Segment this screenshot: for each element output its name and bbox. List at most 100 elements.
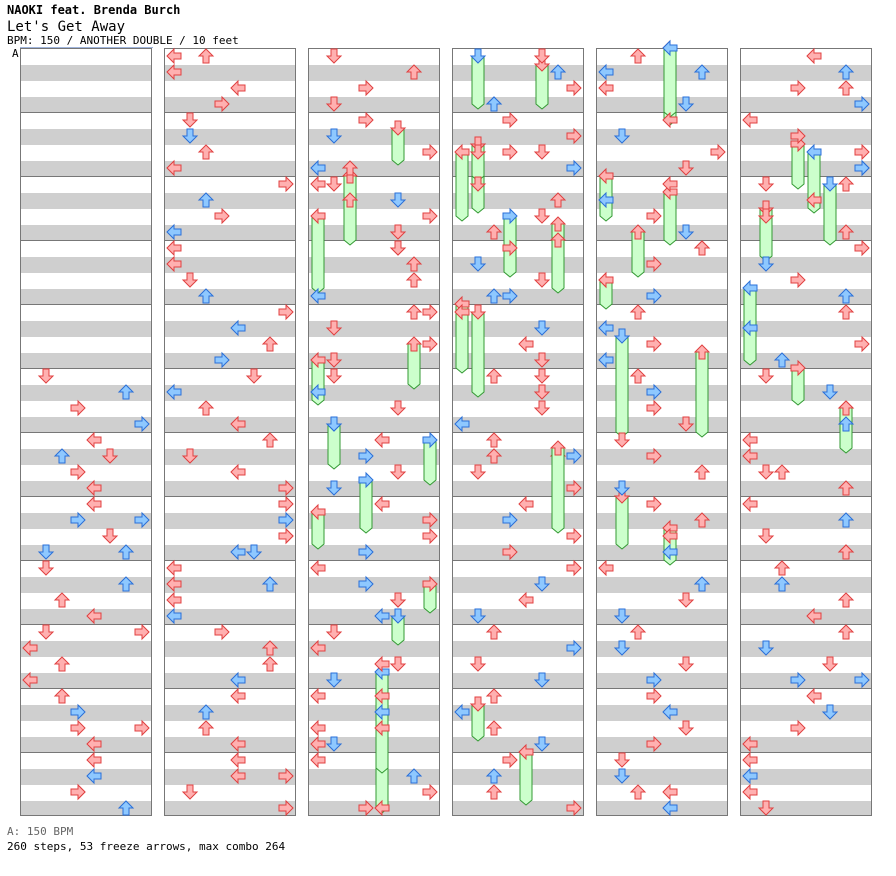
step-arrow [549,192,567,208]
step-arrow [502,207,518,225]
step-arrow [310,559,326,577]
step-arrow [710,143,726,161]
step-arrow [485,448,503,464]
step-arrow [662,783,678,801]
step-arrow [70,463,86,481]
beat-band [597,449,727,465]
step-arrow [646,383,662,401]
step-arrow [389,400,407,416]
measure-line [165,560,295,561]
step-arrow [566,799,582,817]
beat-band [453,513,583,529]
step-arrow [502,143,518,161]
beat-band [309,225,439,241]
beat-band [21,609,151,625]
step-arrow [693,464,711,480]
step-arrow [806,143,822,161]
step-arrow [502,239,518,257]
beat-band [741,161,871,177]
step-arrow [389,224,407,240]
step-arrow [230,319,246,337]
beat-band [309,641,439,657]
step-arrow [662,703,678,721]
step-arrow [742,319,758,337]
measure-line [453,368,583,369]
step-arrow [693,64,711,80]
step-arrow [405,304,423,320]
beat-band [741,801,871,815]
step-arrow [166,591,182,609]
measure-line [21,688,151,689]
beat-band [309,257,439,273]
step-arrow [806,47,822,65]
measure-line [21,304,151,305]
chart-column [20,48,152,816]
measure-line [741,688,871,689]
step-arrow [278,767,294,785]
step-arrow [854,159,870,177]
beat-band [309,193,439,209]
beat-band [741,449,871,465]
step-arrow [358,79,374,97]
step-arrow [389,656,407,672]
step-arrow [757,800,775,816]
step-arrow [245,368,263,384]
step-arrow [598,559,614,577]
step-arrow [821,176,839,192]
step-arrow [310,159,326,177]
step-arrow [325,96,343,112]
beat-band [165,545,295,561]
step-arrow [742,279,758,297]
beat-band [21,641,151,657]
step-arrow [502,543,518,561]
measure-line [165,496,295,497]
beat-band [21,449,151,465]
step-arrow [598,191,614,209]
measure-line [21,176,151,177]
beat-band [597,321,727,337]
measure-line [741,496,871,497]
step-arrow [757,464,775,480]
step-arrow [485,96,503,112]
freeze-arrow [695,351,709,438]
step-arrow [469,144,487,160]
step-arrow [662,527,678,545]
beat-band [741,513,871,529]
beat-band [597,545,727,561]
step-arrow [358,447,374,465]
step-arrow [757,528,775,544]
beat-band [309,449,439,465]
step-arrow [325,624,343,640]
measure-line [741,304,871,305]
step-arrow [837,288,855,304]
step-arrow [469,48,487,64]
step-arrow [37,624,55,640]
step-arrow [261,432,279,448]
measure-line [165,432,295,433]
step-arrow [757,640,775,656]
step-arrow [742,783,758,801]
step-arrow [469,176,487,192]
section-marker: A [12,47,19,60]
measure-line [597,560,727,561]
step-arrow [37,544,55,560]
step-arrow [261,336,279,352]
measure-line [309,560,439,561]
step-arrow [117,800,135,816]
step-arrow [214,351,230,369]
step-arrow [790,671,806,689]
step-arrow [37,560,55,576]
beat-band [597,769,727,785]
step-arrow [310,287,326,305]
beat-band [741,417,871,433]
step-arrow [325,416,343,432]
beat-band [165,161,295,177]
beat-band [741,321,871,337]
beat-band [165,353,295,369]
step-arrow [117,576,135,592]
step-arrow [533,208,551,224]
step-arrow [693,240,711,256]
step-arrow [278,511,294,529]
step-arrow [278,495,294,513]
beat-band [21,257,151,273]
